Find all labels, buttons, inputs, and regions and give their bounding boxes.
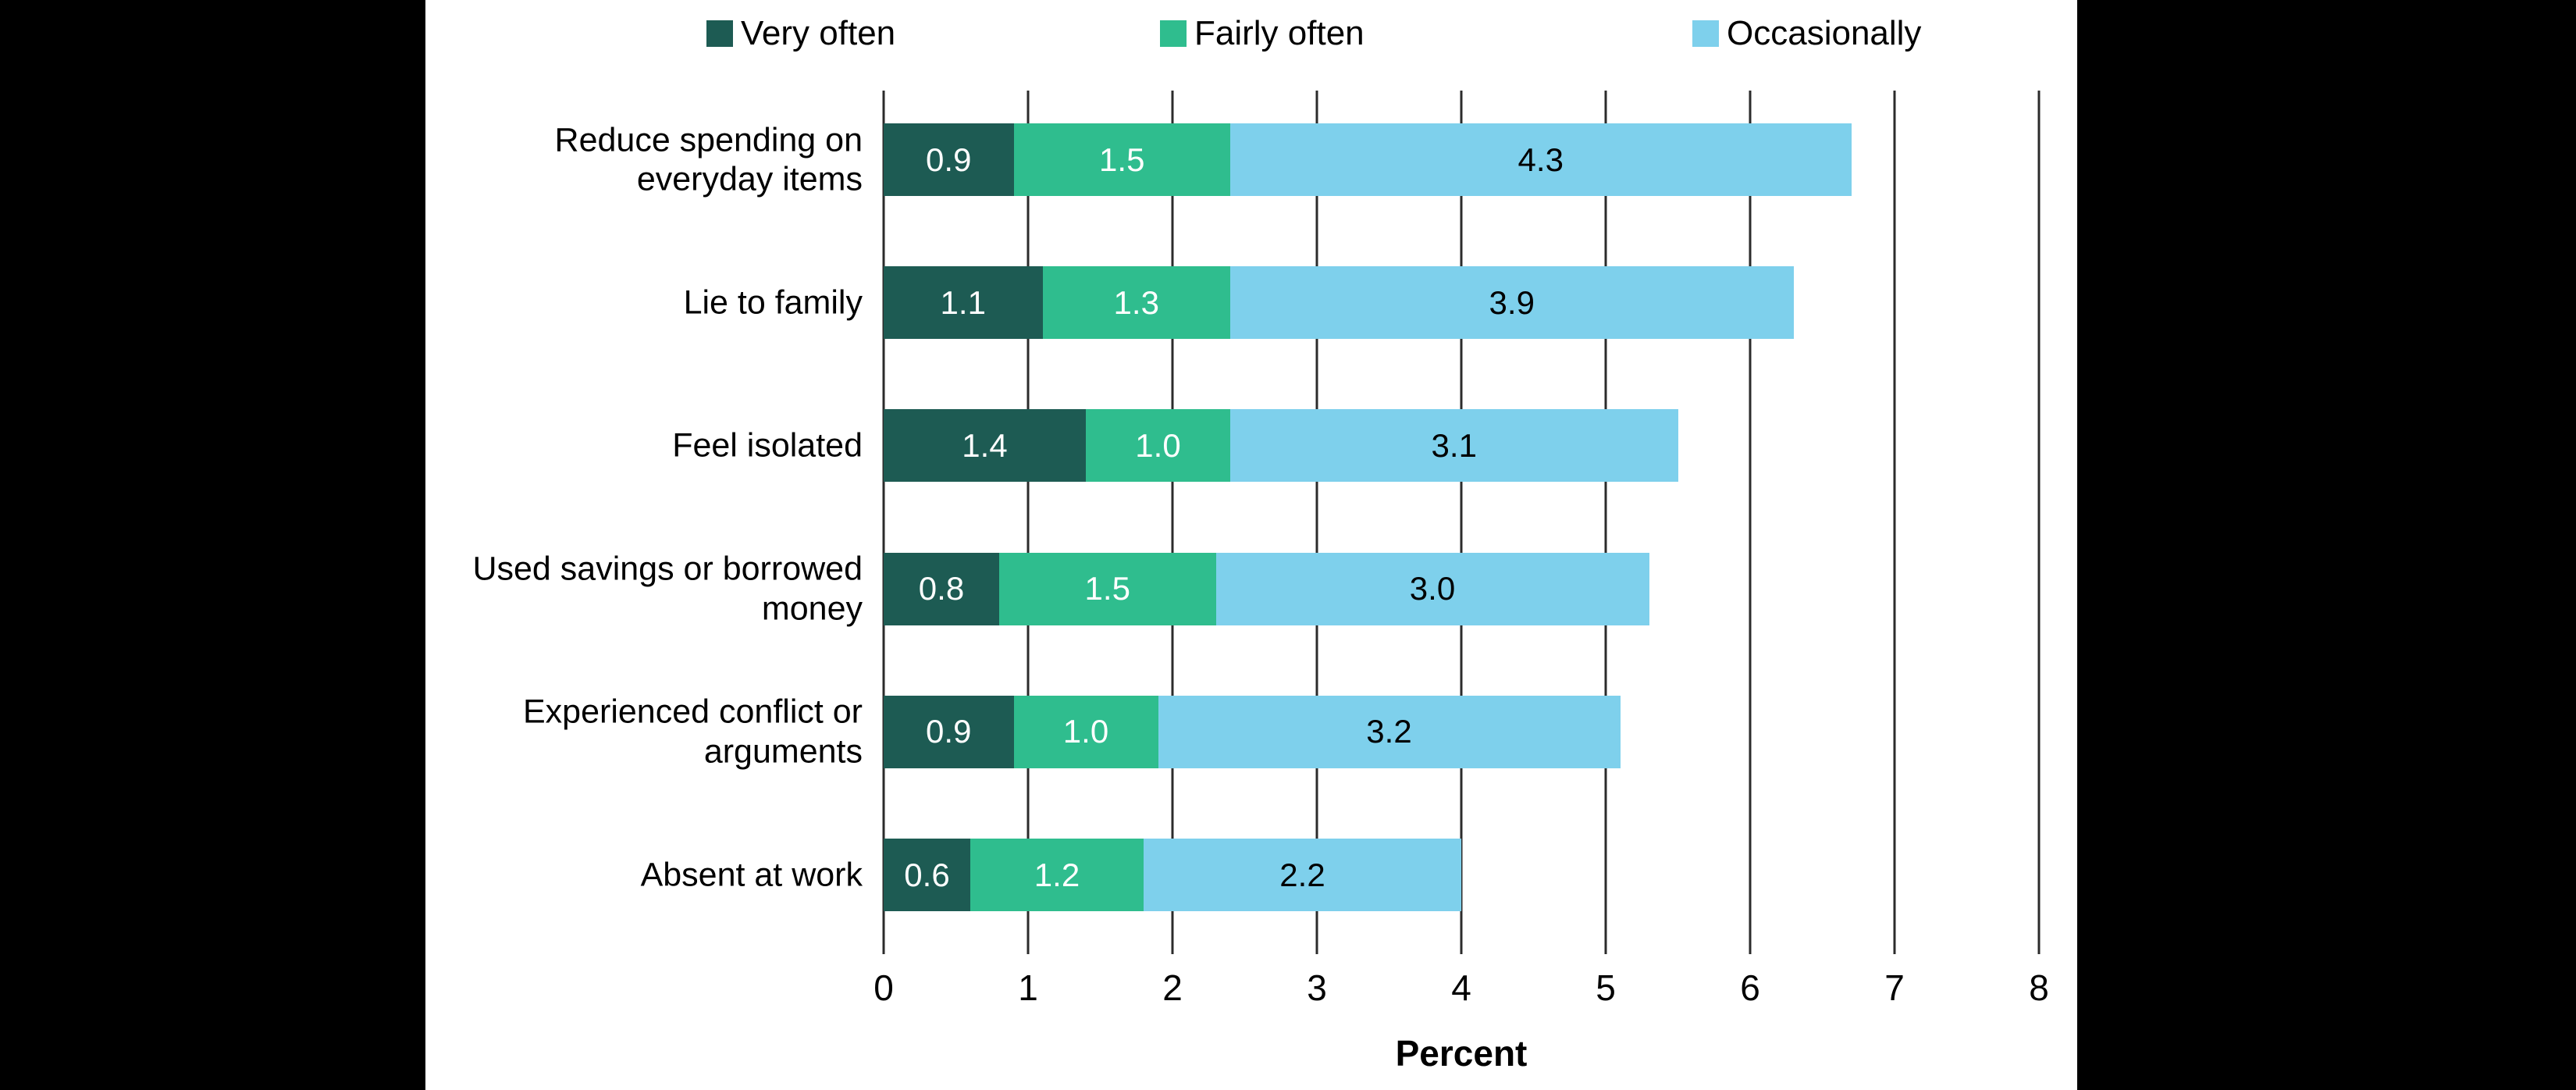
bar-segment: 1.0 [1013, 695, 1158, 768]
bar-segment: 1.1 [884, 266, 1043, 340]
legend-swatch-icon [1160, 20, 1187, 47]
gridline [1749, 91, 1752, 954]
category-label: Experienced conflict or arguments [523, 693, 863, 771]
bar-segment: 1.4 [884, 409, 1086, 483]
bar-segment: 1.2 [970, 839, 1144, 911]
bar-segment: 0.6 [884, 839, 970, 911]
bar-segment: 0.9 [884, 695, 1014, 768]
legend-swatch-icon [706, 20, 733, 47]
category-label: Reduce spending on everyday items [554, 120, 863, 198]
bar-segment: 1.5 [999, 552, 1216, 625]
legend-item: Very often [706, 14, 895, 53]
gridline [1026, 91, 1030, 954]
category-label: Feel isolated [672, 426, 863, 465]
bar-segment: 0.9 [884, 123, 1014, 196]
x-axis-title: Percent [1395, 1033, 1528, 1074]
bar-segment: 3.0 [1215, 552, 1649, 625]
bar-segment: 3.9 [1230, 266, 1794, 340]
x-tick-label: 0 [873, 967, 894, 1008]
x-tick-label: 3 [1307, 967, 1327, 1008]
legend-item: Occasionally [1692, 14, 1921, 53]
stacked-bar-chart: Very often Fairly often Occasionally Reduc… [425, 0, 2077, 1090]
legend-label: Occasionally [1727, 14, 1922, 52]
bar-segment: 3.2 [1158, 695, 1621, 768]
legend-label: Fairly often [1194, 14, 1364, 52]
legend-swatch-icon [1692, 20, 1719, 47]
x-tick-label: 7 [1884, 967, 1905, 1008]
legend-label: Very often [741, 14, 896, 52]
bar-segment: 1.5 [1013, 123, 1230, 196]
gridline [1171, 91, 1174, 954]
gridline [1893, 91, 1896, 954]
gridline [1460, 91, 1463, 954]
bar-segment: 0.8 [884, 552, 999, 625]
x-tick-label: 1 [1018, 967, 1038, 1008]
gridline [1604, 91, 1607, 954]
x-tick-label: 4 [1451, 967, 1471, 1008]
gridline [2037, 91, 2041, 954]
bar-segment: 1.0 [1086, 409, 1230, 483]
x-tick-label: 5 [1596, 967, 1616, 1008]
bar-segment: 1.3 [1042, 266, 1230, 340]
bar-segment: 3.1 [1230, 409, 1678, 483]
legend-item: Fairly often [1160, 14, 1364, 53]
legend: Very often Fairly often Occasionally [425, 0, 2077, 62]
gridline [1315, 91, 1318, 954]
category-label: Absent at work [640, 856, 863, 894]
x-tick-label: 2 [1162, 967, 1183, 1008]
y-axis-line [882, 91, 885, 954]
category-label: Used savings or borrowed money [472, 550, 863, 628]
x-tick-label: 6 [1740, 967, 1760, 1008]
x-tick-label: 8 [2029, 967, 2049, 1008]
category-label: Lie to family [683, 283, 863, 322]
bar-segment: 2.2 [1144, 839, 1461, 911]
bar-segment: 4.3 [1230, 123, 1852, 196]
